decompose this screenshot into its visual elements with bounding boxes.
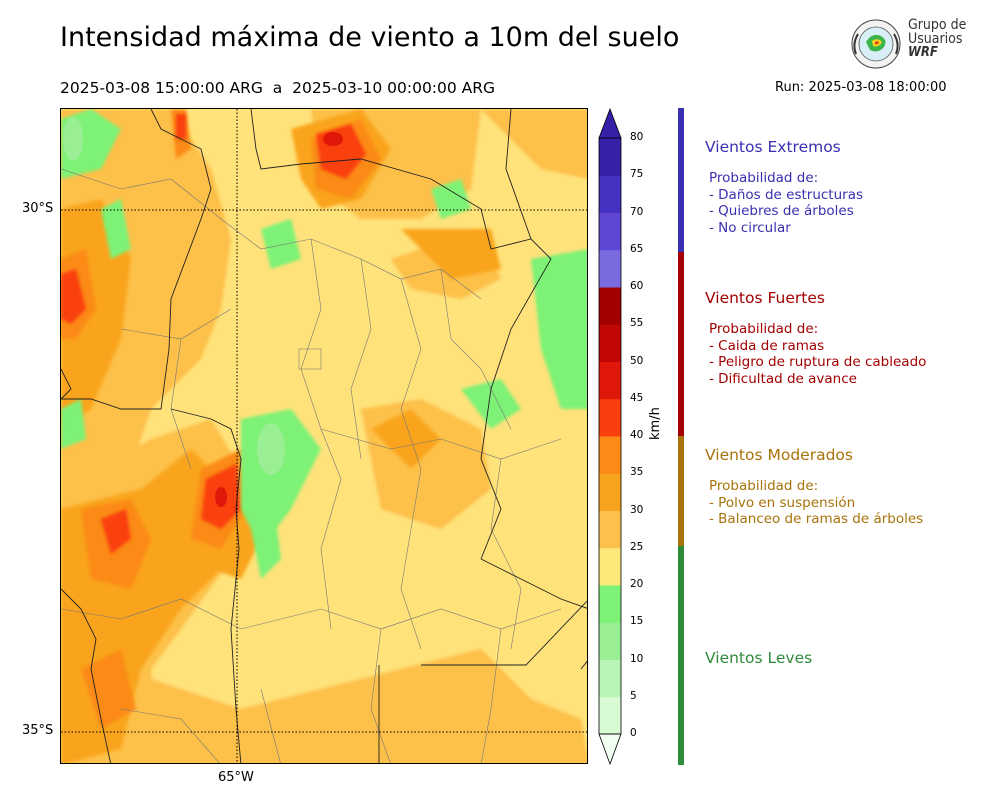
colorbar-tick-label: 55 bbox=[630, 317, 644, 330]
moderate-winds-item: - Balanceo de ramas de árboles bbox=[709, 511, 924, 527]
extreme-winds-bar bbox=[678, 108, 684, 252]
colorbar-tick-label: 45 bbox=[630, 391, 644, 404]
colorbar-band bbox=[599, 622, 621, 660]
moderate-winds-lead: Probabilidad de: bbox=[709, 478, 819, 494]
moderate-winds-title: Vientos Moderados bbox=[705, 446, 853, 464]
colorbar-tick-label: 35 bbox=[630, 466, 644, 479]
colorbar-band bbox=[599, 287, 621, 325]
light-winds-bar bbox=[678, 546, 684, 765]
colorbar-tick-label: 20 bbox=[630, 578, 644, 590]
colorbar-band bbox=[599, 324, 621, 362]
colorbar-band bbox=[599, 398, 621, 437]
colorbar-low-extension bbox=[598, 733, 622, 766]
wind-intensity-map bbox=[60, 108, 588, 764]
strong-winds-item: - Peligro de ruptura de cableado bbox=[709, 354, 927, 370]
colorbar-tick-label: 65 bbox=[630, 242, 644, 255]
logo-text-line2: Usuarios bbox=[908, 31, 963, 47]
wind-speed-colorbar bbox=[598, 108, 622, 766]
colorbar-band bbox=[599, 659, 621, 698]
colorbar-band bbox=[599, 212, 621, 251]
strong-winds-item: - Caida de ramas bbox=[709, 337, 825, 354]
colorbar-band bbox=[599, 249, 621, 288]
colorbar-tick-label: 15 bbox=[630, 615, 644, 628]
moderate-winds-bar bbox=[678, 436, 684, 546]
colorbar-tick-label: 80 bbox=[630, 131, 644, 143]
colorbar-band bbox=[599, 138, 621, 176]
colorbar-tick-label: 0 bbox=[630, 727, 637, 739]
lon-label-65w: 65°W bbox=[218, 770, 254, 785]
extreme-winds-lead: Probabilidad de: bbox=[709, 170, 819, 186]
extreme-winds-item: - No circular bbox=[709, 219, 791, 236]
light-winds-legend: Vientos Leves bbox=[705, 649, 812, 667]
colorbar-tick-label: 30 bbox=[630, 503, 644, 516]
extreme-winds-title: Vientos Extremos bbox=[705, 138, 841, 156]
extreme-winds-item: - Quiebres de árboles bbox=[709, 203, 854, 219]
map-title: Intensidad máxima de viento a 10m del su… bbox=[60, 22, 680, 53]
colorbar-band bbox=[599, 696, 621, 735]
colorbar-tick-label: 70 bbox=[630, 205, 644, 218]
colorbar-unit: km/h bbox=[648, 407, 663, 440]
colorbar-tick-label: 50 bbox=[630, 354, 644, 367]
extreme-winds-legend: Vientos Extremos Probabilidad de: - Daño… bbox=[705, 138, 863, 236]
colorbar-tick-label: 75 bbox=[630, 168, 644, 181]
globe-logo-icon bbox=[851, 19, 901, 69]
logo-text-line1: Grupo de bbox=[908, 17, 967, 33]
light-winds-title: Vientos Leves bbox=[705, 649, 813, 667]
colorbar-band bbox=[599, 436, 621, 474]
colorbar-band bbox=[599, 361, 621, 400]
lat-label-35s: 35°S bbox=[22, 723, 54, 738]
moderate-winds-item: - Polvo en suspensión bbox=[709, 494, 856, 511]
colorbar-band bbox=[599, 175, 621, 213]
strong-winds-bar bbox=[678, 252, 684, 436]
model-run-time: Run: 2025-03-08 18:00:00 bbox=[775, 80, 947, 95]
strong-winds-lead: Probabilidad de: bbox=[709, 321, 819, 337]
wrf-users-group-logo: Grupo de Usuarios WRF bbox=[848, 16, 968, 74]
colorbar-band bbox=[599, 585, 621, 623]
colorbar-band bbox=[599, 510, 621, 549]
colorbar-tick-label: 5 bbox=[630, 689, 637, 702]
moderate-winds-legend: Vientos Moderados Probabilidad de: - Pol… bbox=[705, 446, 923, 528]
colorbar-band bbox=[599, 547, 621, 586]
forecast-period: 2025-03-08 15:00:00 ARG a 2025-03-10 00:… bbox=[60, 79, 496, 97]
colorbar-band bbox=[599, 473, 621, 511]
logo-text-wrf: WRF bbox=[908, 45, 938, 60]
strong-winds-title: Vientos Fuertes bbox=[705, 289, 825, 307]
colorbar-tick-label: 40 bbox=[630, 429, 644, 441]
strong-winds-legend: Vientos Fuertes Probabilidad de: - Caida… bbox=[705, 289, 926, 387]
colorbar-high-extension bbox=[598, 108, 622, 139]
wind-field-map bbox=[61, 109, 587, 763]
colorbar-tick-label: 60 bbox=[630, 280, 644, 292]
colorbar-tick-label: 25 bbox=[630, 540, 644, 553]
colorbar-tick-label: 10 bbox=[630, 652, 644, 665]
lat-label-30s: 30°S bbox=[22, 201, 54, 216]
strong-winds-item: - Dificultad de avance bbox=[709, 370, 857, 387]
extreme-winds-item: - Daños de estructuras bbox=[709, 186, 864, 203]
